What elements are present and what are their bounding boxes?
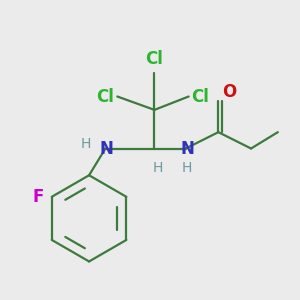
Text: N: N bbox=[100, 140, 114, 158]
Text: Cl: Cl bbox=[192, 88, 209, 106]
Text: F: F bbox=[33, 188, 44, 206]
Text: Cl: Cl bbox=[97, 88, 114, 106]
Text: H: H bbox=[182, 161, 192, 175]
Text: O: O bbox=[222, 83, 236, 101]
Text: H: H bbox=[81, 137, 91, 151]
Text: Cl: Cl bbox=[146, 50, 164, 68]
Text: N: N bbox=[180, 140, 194, 158]
Text: H: H bbox=[152, 161, 163, 175]
